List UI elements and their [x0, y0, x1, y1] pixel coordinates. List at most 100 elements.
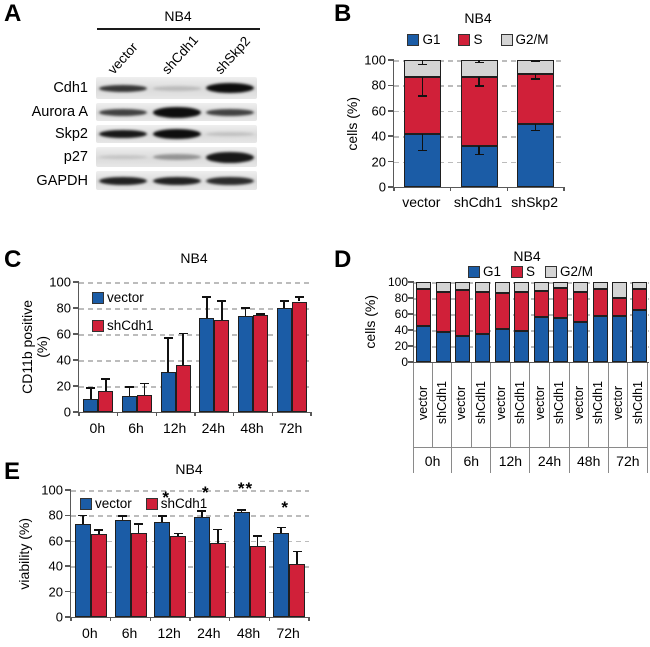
protein-band — [153, 176, 201, 185]
bar-segment-S-10 — [612, 298, 628, 316]
bar-shCdh1-12h — [170, 536, 187, 617]
bar-segment-G2/M-6 — [533, 282, 549, 291]
gridline-20 — [79, 386, 311, 388]
y-tick-mark — [388, 110, 394, 112]
bar-segment-G1-1 — [435, 332, 451, 362]
sample-label-cell-1: shCdh1 — [433, 363, 453, 447]
y-tick-mark — [408, 297, 414, 299]
bar-segment-G1-11 — [631, 310, 647, 362]
bar-vector-12h — [160, 372, 176, 412]
x-category-label-shCdh1: shCdh1 — [453, 194, 503, 210]
error-bar-shCdh1-12h — [177, 532, 179, 537]
protein-band — [153, 129, 201, 139]
sample-label-shCdh1: shCdh1 — [630, 381, 645, 425]
x-tick-mark — [228, 617, 231, 621]
panel-letter-b: B — [334, 0, 352, 27]
error-bar-shCdh1-72h — [298, 296, 300, 302]
sample-label-cell-3: shCdh1 — [472, 363, 492, 447]
bar-shCdh1-12h — [175, 365, 191, 412]
x-tick-mark — [393, 187, 395, 191]
error-bar-vector-72h — [283, 300, 285, 308]
protein-band — [99, 84, 147, 92]
time-label-6h: 6h — [452, 448, 492, 473]
bar-segment-G2/M-3 — [475, 282, 491, 292]
bar-segment-G2/M-1 — [435, 282, 451, 293]
error-bar-vector-6h — [121, 515, 124, 521]
error-bar-G2/M-1 — [478, 60, 480, 64]
bar-segment-G2/M-2 — [455, 282, 471, 290]
error-bar-cap-G2/M-1 — [474, 61, 484, 64]
x-tick-mark — [308, 617, 310, 621]
x-category-label-72h: 72h — [276, 625, 300, 641]
plot-area-b: 0 20 40 60 80 100 — [364, 54, 565, 194]
error-bar-cap-shCdh1-0h — [94, 529, 104, 531]
protein-band — [153, 154, 201, 160]
bar-vector-0h — [74, 524, 91, 617]
y-tick-label-100: 100 — [49, 274, 71, 290]
x-tick-mark — [194, 412, 196, 416]
blot-lane-label-shCdh1: shCdh1 — [158, 32, 202, 77]
blot-strip-Skp2 — [96, 125, 257, 143]
legend-label-shCdh1: shCdh1 — [160, 496, 208, 511]
y-tick-label-20: 20 — [56, 378, 71, 394]
bar-segment-G1-0 — [416, 326, 432, 362]
panel-letter-d: D — [334, 246, 352, 273]
y-axis-title-d: cells (%) — [362, 282, 380, 362]
y-tick-mark — [388, 160, 394, 163]
y-tick-mark — [388, 186, 394, 188]
error-bar-vector-24h — [206, 296, 208, 319]
y-axis-title-b: cells (%) — [344, 60, 362, 187]
bar-segment-G1-10 — [612, 315, 628, 362]
x-tick-mark — [310, 412, 312, 416]
error-bar-shCdh1-12h — [182, 332, 184, 366]
bar-vector-12h — [154, 521, 171, 617]
x-tick-mark — [271, 412, 274, 416]
bar-segment-G1-4 — [494, 329, 510, 362]
bar-segment-G2/M-10 — [612, 282, 628, 298]
bar-segment-G2/M-4 — [494, 282, 510, 294]
error-bar-S-2 — [534, 73, 537, 80]
error-bar-cap-vector-48h — [241, 307, 250, 309]
y-axis-label-line: cells (%) — [344, 96, 361, 151]
y-tick-mark — [408, 329, 414, 331]
bar-shCdh1-24h — [214, 319, 230, 412]
y-tick-label-60: 60 — [48, 533, 63, 549]
bar-segment-S-2 — [517, 73, 555, 124]
blot-row-Aurora A: Aurora A — [0, 103, 260, 121]
legend-item-vector: vector — [80, 496, 132, 511]
x-tick-mark — [232, 412, 235, 416]
protein-band — [206, 151, 254, 163]
significance-marker-24h: * — [202, 482, 210, 502]
bar-segment-G1-5 — [514, 330, 530, 362]
panel-letter-a: A — [4, 0, 22, 27]
plot-area-c: 0 20 40 60 80 100 — [49, 276, 312, 419]
sample-label-shCdh1: shCdh1 — [591, 381, 606, 425]
sample-label-cell-4: vector — [491, 363, 511, 447]
legend-label-G1: G1 — [422, 32, 441, 47]
y-tick-mark — [408, 345, 414, 347]
x-category-label-6h: 6h — [121, 625, 138, 641]
y-tick-mark — [65, 489, 71, 491]
bar-shCdh1-0h — [98, 391, 114, 412]
bar-segment-G2/M-0 — [416, 282, 432, 290]
bar-segment-S-9 — [592, 289, 608, 317]
error-bar-cap-shCdh1-24h — [217, 300, 227, 302]
significance-marker-72h: * — [281, 497, 289, 517]
y-tick-mark — [65, 540, 71, 542]
error-bar-cap-S-2 — [531, 78, 541, 80]
legend-item-G1: G1 — [467, 264, 501, 279]
bar-segment-G2/M-5 — [514, 282, 530, 293]
bar-shCdh1-0h — [90, 534, 107, 617]
error-bar-cap-G1-1 — [474, 153, 484, 156]
x-category-label-48h: 48h — [236, 625, 261, 641]
error-bar-shCdh1-24h — [221, 300, 223, 320]
legend-swatch-G2/M — [500, 33, 513, 46]
protein-band — [153, 106, 201, 118]
error-bar-cap-vector-12h — [157, 515, 167, 517]
error-bar-cap-vector-24h — [197, 510, 207, 512]
bar-vector-48h — [233, 511, 250, 617]
sample-label-cell-5: shCdh1 — [511, 363, 531, 447]
blot-protein-label: p27 — [63, 149, 88, 165]
bar-vector-0h — [83, 399, 99, 412]
y-tick-mark — [388, 84, 394, 87]
